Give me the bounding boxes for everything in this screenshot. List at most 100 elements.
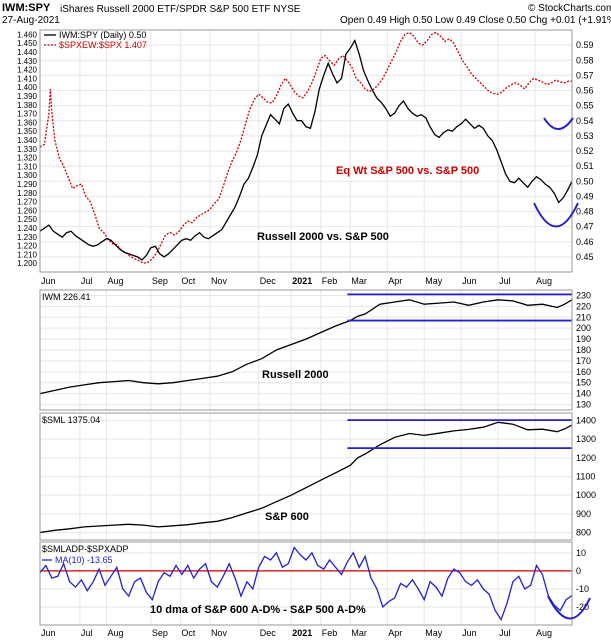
symbol-label: IWM:SPY xyxy=(2,2,51,14)
left-tick-label: 1.400 xyxy=(17,83,38,92)
panel-frame xyxy=(39,412,573,541)
x-axis-label: Jul xyxy=(499,276,511,286)
blue-arc-lower xyxy=(533,202,579,228)
right-tick-label: 0.58 xyxy=(576,55,594,65)
x-axis-label: May xyxy=(425,276,443,286)
adp-tick-label: 0 xyxy=(576,566,581,576)
right-tick-label: 0.56 xyxy=(576,86,594,96)
blue-arc-adp xyxy=(547,595,591,620)
x-axis-label-bottom: May xyxy=(425,628,443,638)
right-tick-label: 0.57 xyxy=(576,70,594,80)
left-tick-label: 1.220 xyxy=(17,242,38,251)
right-tick-label: 0.48 xyxy=(576,207,594,217)
sml-tick-label: 1100 xyxy=(576,472,595,482)
legend-adp: $SMLADP-$SPXADP xyxy=(42,544,129,554)
iwm-tick-label: 200 xyxy=(576,323,591,333)
iwm-spy-ratio-line xyxy=(39,39,573,261)
annotation-adp: 10 dma of S&P 600 A-D% - S&P 500 A-D% xyxy=(150,604,366,616)
left-tick-label: 1.270 xyxy=(17,198,38,207)
right-tick-label: 0.46 xyxy=(576,237,594,247)
x-axis-label: Oct xyxy=(181,276,196,286)
panel-frame xyxy=(39,289,573,411)
left-tick-label: 1.340 xyxy=(17,136,38,145)
left-tick-label: 1.210 xyxy=(17,250,38,259)
x-axis-label-bottom: Oct xyxy=(181,628,196,638)
x-axis-label: Aug xyxy=(108,276,124,286)
x-axis-label: Jun xyxy=(462,276,477,286)
legend-sml: $SML 1375.04 xyxy=(42,415,100,425)
left-tick-label: 1.310 xyxy=(17,162,38,171)
left-tick-label: 1.450 xyxy=(17,39,38,48)
x-axis-label: Jun xyxy=(41,276,56,286)
iwm-tick-label: 180 xyxy=(576,345,591,355)
x-axis-label-bottom: Aug xyxy=(536,628,552,638)
left-tick-label: 1.200 xyxy=(17,259,38,268)
left-tick-label: 1.250 xyxy=(17,215,38,224)
chart-description: iShares Russell 2000 ETF/SPDR S&P 500 ET… xyxy=(60,4,301,15)
left-tick-label: 1.410 xyxy=(17,74,38,83)
x-axis-label: Aug xyxy=(536,276,552,286)
panel-frame xyxy=(39,541,573,626)
watermark: © StockCharts.com xyxy=(528,3,611,14)
annotation-russell-ratio: Russell 2000 vs. S&P 500 xyxy=(257,231,389,243)
x-axis-label-bottom: Jun xyxy=(41,628,56,638)
adp-tick-label: -10 xyxy=(576,584,589,594)
right-tick-label: 0.53 xyxy=(576,131,594,141)
iwm-tick-label: 140 xyxy=(576,389,591,399)
x-axis-label-bottom: Nov xyxy=(211,628,228,638)
iwm-tick-label: 150 xyxy=(576,378,591,388)
left-tick-label: 1.380 xyxy=(17,101,38,110)
x-axis-label-bottom: Jul xyxy=(81,628,93,638)
sml-tick-label: 1000 xyxy=(576,490,596,500)
x-axis-label-bottom: Dec xyxy=(260,628,277,638)
legend-ma: MA(10) -13.65 xyxy=(55,555,113,565)
right-tick-label: 0.50 xyxy=(576,176,594,186)
left-tick-label: 1.420 xyxy=(17,66,38,75)
chart-date: 27-Aug-2021 xyxy=(2,15,60,26)
left-tick-label: 1.390 xyxy=(17,92,38,101)
iwm-tick-label: 190 xyxy=(576,334,591,344)
left-tick-label: 1.360 xyxy=(17,118,38,127)
x-axis-label: Mar xyxy=(351,276,367,286)
iwm-tick-label: 210 xyxy=(576,312,591,322)
right-tick-label: 0.52 xyxy=(576,146,594,156)
iwm-tick-label: 160 xyxy=(576,367,591,377)
left-tick-label: 1.320 xyxy=(17,154,38,163)
sml-price-line xyxy=(39,421,573,534)
x-axis-label-bottom: Aug xyxy=(108,628,124,638)
x-axis-label: Sep xyxy=(152,276,168,286)
legend-eqwt: $SPXEW:$SPX 1.407 xyxy=(59,40,147,50)
left-tick-label: 1.230 xyxy=(17,233,38,242)
legend-iwm-spy: IWM:SPY (Daily) 0.50 xyxy=(59,30,146,40)
left-tick-label: 1.370 xyxy=(17,110,38,119)
right-tick-label: 0.54 xyxy=(576,116,594,126)
x-axis-label-bottom: Mar xyxy=(351,628,367,638)
x-axis-label: Jul xyxy=(81,276,93,286)
annotation-russell-2000: Russell 2000 xyxy=(262,369,329,381)
x-axis-label-bottom: Feb xyxy=(322,628,338,638)
left-tick-label: 1.350 xyxy=(17,127,38,136)
sml-tick-label: 900 xyxy=(576,509,591,519)
x-axis-label: Feb xyxy=(322,276,338,286)
iwm-price-line xyxy=(39,299,573,395)
x-axis-label-bottom: Jul xyxy=(499,628,511,638)
annotation-sp600: S&P 600 xyxy=(265,511,309,523)
x-axis-label-bottom: 2021 xyxy=(292,628,312,638)
left-tick-label: 1.290 xyxy=(17,180,38,189)
sml-tick-label: 1400 xyxy=(576,415,596,425)
right-tick-label: 0.45 xyxy=(576,252,594,262)
right-tick-label: 0.55 xyxy=(576,101,594,111)
x-axis-label: 2021 xyxy=(292,276,312,286)
left-tick-label: 1.240 xyxy=(17,224,38,233)
x-axis-label: Dec xyxy=(260,276,277,286)
equal-weight-ratio-line xyxy=(39,31,572,264)
sml-tick-label: 1300 xyxy=(576,434,596,444)
sml-tick-label: 800 xyxy=(576,528,591,538)
left-tick-label: 1.300 xyxy=(17,171,38,180)
left-tick-label: 1.330 xyxy=(17,145,38,154)
left-tick-label: 1.430 xyxy=(17,57,38,66)
legend-iwm: IWM 226.41 xyxy=(42,292,91,302)
right-tick-label: 0.59 xyxy=(576,40,594,50)
right-tick-label: 0.47 xyxy=(576,222,594,232)
